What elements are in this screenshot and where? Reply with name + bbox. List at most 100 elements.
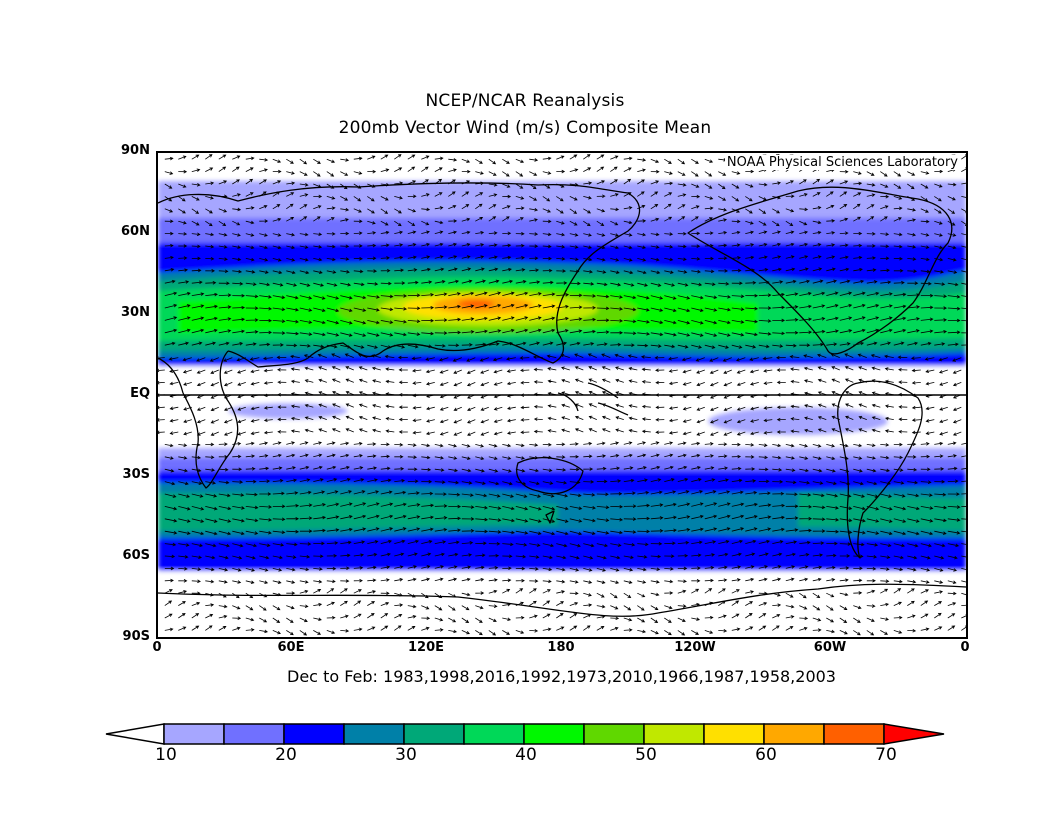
wind-vector-arrow bbox=[893, 601, 902, 606]
wind-vector-arrow bbox=[911, 430, 921, 435]
wind-vector-arrow bbox=[677, 270, 688, 274]
wind-vector-arrow bbox=[947, 196, 956, 201]
wind-vector-arrow bbox=[191, 280, 203, 285]
wind-vector-arrow bbox=[259, 245, 269, 250]
wind-vector-arrow bbox=[259, 233, 268, 237]
wind-vector-arrow bbox=[394, 344, 406, 349]
wind-vector-arrow bbox=[556, 613, 564, 619]
wind-vector-arrow bbox=[272, 169, 282, 174]
wind-vector-arrow bbox=[610, 466, 621, 471]
wind-vector-arrow bbox=[772, 592, 781, 597]
wind-vector-arrow bbox=[542, 208, 551, 213]
wind-vector-arrow bbox=[529, 316, 542, 321]
wind-vector-arrow bbox=[596, 306, 610, 311]
wind-vector-arrow bbox=[637, 191, 645, 197]
wind-vector-arrow bbox=[569, 480, 581, 485]
wind-vector-arrow bbox=[826, 605, 834, 611]
wind-vector-arrow bbox=[803, 366, 813, 371]
wind-vector-arrow bbox=[893, 588, 902, 594]
wind-vector-arrow bbox=[731, 527, 745, 532]
wind-vector-arrow bbox=[488, 329, 502, 334]
wind-vector-arrow bbox=[650, 503, 664, 507]
wind-vector-arrow bbox=[290, 429, 300, 433]
wind-vector-arrow bbox=[826, 342, 838, 347]
wind-vector-arrow bbox=[556, 590, 566, 594]
wind-vector-arrow bbox=[826, 506, 839, 510]
wind-vector-arrow bbox=[947, 330, 961, 335]
wind-vector-arrow bbox=[745, 613, 753, 619]
wind-vector-arrow bbox=[353, 454, 363, 458]
wind-vector-arrow bbox=[191, 154, 200, 160]
wind-vector-arrow bbox=[461, 158, 471, 163]
wind-vector-arrow bbox=[920, 293, 934, 298]
wind-vector-arrow bbox=[826, 456, 836, 460]
wind-vector-arrow bbox=[614, 353, 624, 358]
wind-vector-arrow bbox=[961, 332, 966, 334]
wind-vector-arrow bbox=[218, 604, 228, 609]
wind-vector-arrow bbox=[286, 171, 295, 175]
wind-vector-arrow bbox=[637, 605, 645, 611]
wind-vector-arrow bbox=[178, 341, 190, 346]
wind-vector-arrow bbox=[758, 565, 769, 569]
wind-vector-arrow bbox=[745, 293, 759, 298]
wind-vector-arrow bbox=[434, 230, 444, 234]
wind-vector-arrow bbox=[785, 331, 799, 335]
wind-vector-arrow bbox=[961, 208, 966, 214]
wind-vector-arrow bbox=[655, 393, 665, 397]
wind-vector-arrow bbox=[326, 616, 336, 620]
wind-vector-arrow bbox=[880, 543, 892, 547]
wind-vector-arrow bbox=[515, 542, 528, 547]
wind-vector-arrow bbox=[299, 320, 313, 324]
wind-vector-arrow bbox=[520, 405, 530, 410]
wind-vector-arrow bbox=[407, 592, 416, 598]
wind-vector-arrow bbox=[610, 491, 623, 496]
wind-vector-arrow bbox=[898, 392, 908, 397]
wind-vector-arrow bbox=[866, 216, 875, 222]
wind-vector-arrow bbox=[637, 478, 648, 483]
wind-vector-arrow bbox=[191, 481, 203, 485]
lat-label-60n: 60N bbox=[121, 224, 150, 239]
wind-vector-arrow bbox=[947, 258, 957, 262]
wind-vector-arrow bbox=[934, 479, 946, 484]
wind-vector-arrow bbox=[299, 216, 308, 222]
wind-vector-arrow bbox=[259, 580, 269, 584]
wind-vector-arrow bbox=[691, 630, 700, 635]
wind-vector-arrow bbox=[785, 255, 795, 259]
wind-vector-arrow bbox=[866, 456, 876, 460]
wind-vector-arrow bbox=[421, 242, 431, 247]
wind-vector-arrow bbox=[718, 514, 731, 520]
wind-vector-arrow bbox=[272, 282, 284, 287]
wind-vector-arrow bbox=[799, 304, 812, 309]
wind-vector-arrow bbox=[826, 329, 839, 334]
wind-vector-arrow bbox=[502, 578, 512, 583]
wind-vector-arrow bbox=[515, 217, 524, 222]
wind-vector-arrow bbox=[839, 530, 853, 534]
wind-vector-arrow bbox=[934, 530, 947, 535]
wind-vector-arrow bbox=[858, 428, 867, 433]
wind-vector-arrow bbox=[610, 568, 620, 572]
wind-vector-arrow bbox=[529, 579, 539, 583]
colorbar-cell bbox=[283, 723, 345, 745]
wind-vector-arrow bbox=[380, 230, 390, 235]
wind-vector-arrow bbox=[313, 270, 323, 274]
wind-vector-arrow bbox=[610, 282, 622, 287]
wind-vector-arrow bbox=[745, 590, 755, 594]
wind-vector-arrow bbox=[191, 182, 201, 187]
wind-vector-arrow bbox=[529, 171, 538, 176]
wind-vector-arrow bbox=[529, 183, 537, 190]
wind-vector-arrow bbox=[475, 316, 488, 321]
wind-vector-arrow bbox=[448, 516, 462, 521]
wind-vector-arrow bbox=[804, 416, 813, 420]
wind-vector-arrow bbox=[934, 518, 947, 523]
wind-vector-arrow bbox=[853, 267, 863, 272]
wind-vector-arrow bbox=[488, 578, 498, 582]
wind-vector-arrow bbox=[250, 406, 260, 411]
wind-vector-arrow bbox=[313, 567, 323, 571]
wind-vector-arrow bbox=[475, 304, 488, 309]
wind-vector-arrow bbox=[893, 506, 907, 511]
wind-vector-arrow bbox=[664, 181, 674, 186]
wind-vector-arrow bbox=[596, 270, 607, 274]
colorbar-cell bbox=[403, 723, 465, 745]
wind-vector-arrow bbox=[515, 268, 526, 272]
wind-vector-arrow bbox=[421, 479, 433, 484]
